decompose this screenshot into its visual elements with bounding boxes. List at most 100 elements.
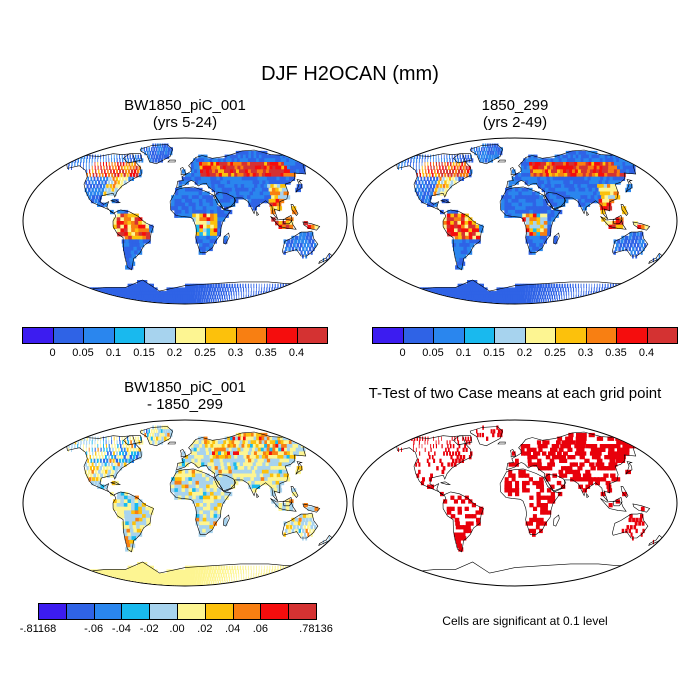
colorbar-box	[232, 603, 262, 620]
colorbar-box	[260, 603, 290, 620]
coastline-newguinea	[632, 221, 651, 231]
map-field	[389, 425, 663, 586]
coastline-baffin	[123, 153, 143, 164]
coastline-arabia	[544, 192, 567, 210]
coastline-greenland	[139, 144, 173, 165]
coastline-philippines	[620, 204, 629, 216]
colorbar-label: 0.4	[288, 347, 305, 359]
coastline-baffin	[453, 435, 473, 446]
colorbar-box	[144, 327, 176, 344]
coastline-uk	[510, 449, 517, 458]
coastline-srilanka	[256, 492, 260, 499]
coastline-srilanka	[586, 210, 590, 217]
coastline-africa	[169, 186, 232, 253]
coastline-srilanka	[256, 210, 260, 217]
coastline-newguinea	[302, 503, 321, 513]
main-title: DJF H2OCAN (mm)	[261, 63, 439, 85]
coastline-eurasia	[176, 149, 313, 220]
coastline-namerica	[396, 153, 472, 214]
coastline-madagascar	[222, 514, 230, 527]
coastline-samerica	[442, 491, 484, 553]
colorbar-box	[205, 327, 237, 344]
colorbar-box	[524, 327, 556, 344]
coastline-africa	[499, 468, 562, 535]
colorbar-label: 0	[49, 347, 56, 359]
coastline-cuba	[110, 481, 122, 485]
coastline-eurasia	[506, 149, 643, 220]
coastline-iceland	[497, 441, 506, 445]
colorbar-label: 0.2	[166, 347, 183, 359]
coastline-namerica	[66, 435, 142, 496]
map-panel-4	[352, 419, 678, 587]
significance-note: Cells are significant at 0.1 level	[442, 614, 608, 628]
colorbar-box	[65, 603, 95, 620]
coastline-indonesia	[270, 498, 297, 512]
coastline-eurasia	[176, 431, 313, 502]
map-panel-1	[22, 137, 348, 305]
coastline-greenland	[139, 426, 173, 447]
coastline-indonesia	[270, 216, 297, 230]
colorbar-box	[585, 327, 617, 344]
coastline-madagascar	[552, 514, 560, 527]
coastline-indonesia	[600, 498, 627, 512]
colorbar-box	[83, 327, 115, 344]
colorbar-box	[149, 603, 178, 620]
colorbar-label: 0.4	[638, 347, 655, 359]
colorbar-box	[177, 603, 206, 620]
coastline-philippines	[290, 486, 299, 498]
coastline-australia	[281, 230, 319, 257]
colorbar-panel-3: -.81168 -.06 -.04 -.02 .00 .02 .04 .06 .78136	[20, 603, 333, 637]
colorbar-label: 0.35	[605, 347, 627, 359]
panel-3-title-line2: - 1850_299	[147, 396, 223, 413]
coastline-uk	[180, 449, 187, 458]
colorbar-box	[296, 327, 328, 344]
coastline-arabia	[214, 474, 237, 492]
colorbar-box	[22, 327, 54, 344]
colorbar-box	[463, 327, 495, 344]
colorbar-label: .02	[197, 623, 213, 635]
coastline-uk	[180, 167, 187, 176]
colorbar-label: -.04	[111, 623, 131, 635]
panel-4-title-line1: T-Test of two Case means at each grid po…	[368, 385, 662, 402]
colorbar-box	[402, 327, 434, 344]
colorbar-box	[646, 327, 678, 344]
colorbar-box	[266, 327, 298, 344]
map-panel-3	[22, 419, 348, 587]
coastline-arabia	[544, 474, 567, 492]
coastline-borneo	[282, 215, 293, 225]
coastline-japan	[295, 461, 303, 475]
coastline-iceland	[497, 159, 506, 163]
coastline-borneo	[282, 497, 293, 507]
colorbar-label: 0.2	[516, 347, 533, 359]
colorbar-box	[555, 327, 587, 344]
coastline-iceland	[167, 441, 176, 445]
colorbar-label: 0	[399, 347, 406, 359]
coastline-samerica	[112, 209, 154, 271]
colorbar-box	[38, 603, 67, 620]
panel-1-title: BW1850_piC_001 (yrs 5-24)	[25, 97, 345, 131]
colorbar-label: .04	[224, 623, 241, 635]
colorbar-box	[616, 327, 648, 344]
coastline-japan	[625, 179, 633, 193]
colorbar-label: -.06	[84, 623, 104, 635]
coastline-australia	[611, 512, 649, 539]
coastline-eurasia	[506, 431, 643, 502]
map-panel-2	[352, 137, 678, 305]
coastline-philippines	[290, 204, 299, 216]
colorbar-label: 0.05	[422, 347, 444, 359]
coastline-africa	[499, 186, 562, 253]
coastline-indonesia	[600, 216, 627, 230]
colorbar-label: .06	[252, 623, 269, 635]
colorbar-box	[288, 603, 317, 620]
coastline-philippines	[620, 486, 629, 498]
coastline-borneo	[612, 215, 623, 225]
colorbar-label: 0.1	[455, 347, 472, 359]
colorbar-label: -.02	[139, 623, 159, 635]
colorbar-box	[93, 603, 123, 620]
colorbar-label: 0.3	[577, 347, 594, 359]
panel-2-title-line1: 1850_299	[481, 97, 549, 114]
colorbar-label: -.81168	[19, 623, 57, 635]
panel-2-title-line2: (yrs 2-49)	[482, 114, 548, 131]
coastline-namerica	[396, 435, 472, 496]
coastline-arabia	[214, 192, 237, 210]
